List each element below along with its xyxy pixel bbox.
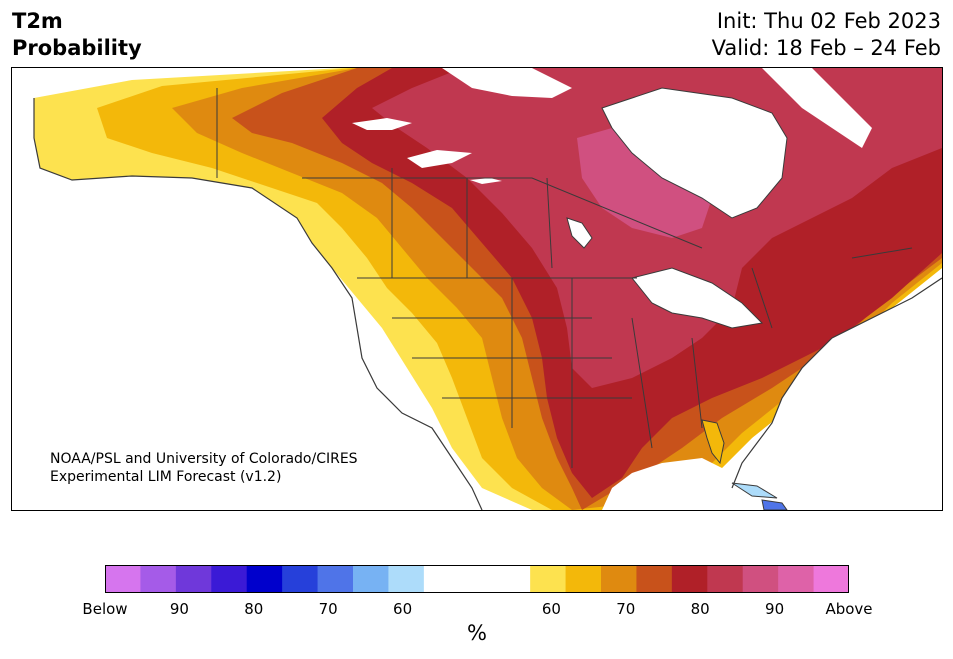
- init-date: Init: Thu 02 Feb 2023: [716, 9, 941, 33]
- colorbar-swatch: [246, 565, 283, 593]
- colorbar-border: [105, 565, 849, 593]
- colorbar-swatch: [601, 565, 637, 593]
- colorbar-tick-label: 60: [541, 600, 561, 618]
- colorbar-tick-label: Below: [82, 600, 128, 618]
- colorbar-tick-label: 60: [393, 600, 413, 618]
- colorbar-tick-label: Above: [825, 600, 873, 618]
- hudson-bay: [601, 87, 788, 219]
- credit-line-2: Experimental LIM Forecast (v1.2): [50, 469, 282, 485]
- colorbar-swatch: [140, 565, 177, 593]
- colorbar-tick-label: 70: [616, 600, 636, 618]
- colorbar-swatch: [813, 565, 850, 593]
- colorbar-swatch: [211, 565, 248, 593]
- west-coastline: [33, 98, 483, 510]
- florida: [701, 419, 725, 465]
- valid-range: Valid: 18 Feb – 24 Feb: [711, 36, 941, 60]
- product-label: Probability: [12, 36, 142, 60]
- forecast-map: NOAA/PSL and University of Colorado/CIRE…: [11, 67, 943, 511]
- credit-text: NOAA/PSL and University of Colorado/CIRE…: [50, 450, 358, 486]
- colorbar-swatch: [636, 565, 673, 593]
- map-title: T2m Probability: [12, 8, 142, 62]
- great-slave-lake: [407, 150, 472, 168]
- colorbar-swatch: [317, 565, 354, 593]
- baffin-strait: [762, 68, 872, 148]
- colorbar-tick-label: 70: [318, 600, 338, 618]
- colorbar-swatch: [707, 565, 744, 593]
- great-lakes: [631, 267, 764, 329]
- athabasca-lake: [470, 178, 502, 184]
- colorbar-tick-label: 80: [690, 600, 710, 618]
- great-bear-lake: [352, 118, 412, 130]
- colorbar-swatch: [282, 565, 319, 593]
- atlantic-ocean: [732, 278, 942, 510]
- colorbar-swatch: [778, 565, 815, 593]
- cuba: [731, 482, 778, 499]
- colorbar-swatch: [175, 565, 212, 593]
- east-coastline: [731, 277, 942, 489]
- colorbar-swatch: [105, 565, 141, 593]
- hispaniola: [761, 499, 788, 510]
- colorbar-swatch: [530, 565, 567, 593]
- colorbar-swatch: [671, 565, 708, 593]
- variable-label: T2m: [12, 9, 63, 33]
- colorbar-swatches: [105, 565, 850, 593]
- colorbar-swatch: [388, 565, 425, 593]
- map-canvas: [12, 68, 942, 510]
- pacific-ocean: [12, 98, 482, 510]
- colorbar-tick-label: 80: [244, 600, 264, 618]
- colorbar-swatch: [423, 565, 460, 593]
- unit-label: %: [467, 621, 487, 645]
- colorbar-swatch: [494, 565, 531, 593]
- colorbar-swatch: [742, 565, 779, 593]
- lake-winnipeg: [566, 217, 593, 249]
- arctic-water: [442, 68, 572, 98]
- political-borders: [216, 88, 913, 468]
- colorbar-tick-label: 90: [765, 600, 785, 618]
- colorbar: [105, 565, 850, 593]
- colorbar-tick-label: 90: [169, 600, 189, 618]
- date-info: Init: Thu 02 Feb 2023 Valid: 18 Feb – 24…: [712, 8, 941, 62]
- colorbar-swatch: [565, 565, 602, 593]
- credit-line-1: NOAA/PSL and University of Colorado/CIRE…: [50, 451, 358, 467]
- colorbar-swatch: [459, 565, 496, 593]
- colorbar-swatch: [353, 565, 389, 593]
